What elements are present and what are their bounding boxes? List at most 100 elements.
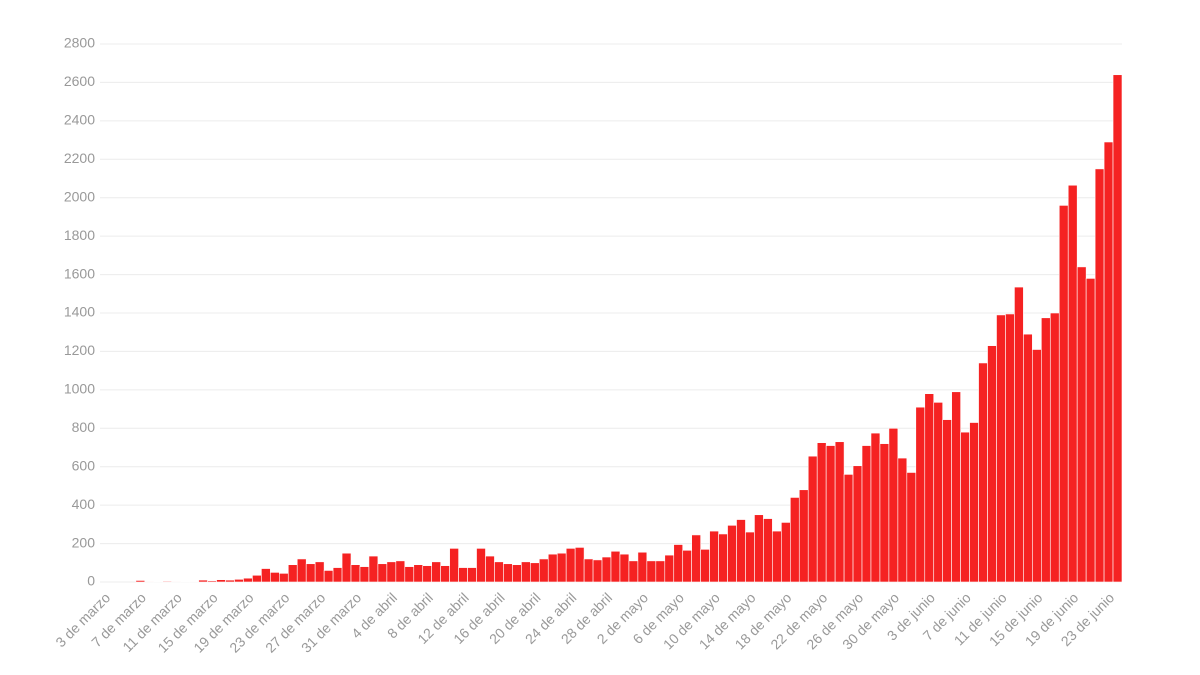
bar <box>1014 286 1024 583</box>
bar <box>1049 312 1060 583</box>
bar <box>978 362 988 583</box>
bar <box>583 558 594 583</box>
bar <box>538 558 549 583</box>
bar <box>216 579 226 583</box>
bar <box>879 443 890 583</box>
bar <box>350 564 361 583</box>
bar <box>547 553 558 583</box>
bar <box>637 551 648 583</box>
y-tick-label: 800 <box>72 419 96 435</box>
bar <box>314 561 325 583</box>
bar <box>1032 349 1042 583</box>
bar <box>404 566 415 583</box>
y-tick-label: 0 <box>87 573 95 589</box>
bar <box>601 556 612 583</box>
bar <box>951 391 961 583</box>
y-tick-label: 2400 <box>64 112 95 128</box>
bar <box>1067 184 1078 583</box>
bar <box>798 489 809 583</box>
bar <box>323 570 334 583</box>
bar <box>485 555 495 583</box>
bar <box>1058 205 1069 583</box>
bar <box>996 314 1006 583</box>
bar <box>709 530 719 583</box>
bar <box>807 455 818 583</box>
bar <box>906 472 917 583</box>
bar <box>359 566 370 583</box>
bar <box>933 402 944 583</box>
bar <box>556 552 567 583</box>
bar <box>144 581 155 583</box>
bar <box>781 522 791 583</box>
bar <box>655 560 666 583</box>
y-tick-label: 1600 <box>64 265 95 281</box>
bar <box>413 564 424 583</box>
bar <box>673 544 684 583</box>
bar <box>1005 313 1015 583</box>
bar <box>763 518 773 583</box>
bar <box>924 393 935 583</box>
bar <box>135 580 146 583</box>
bar <box>386 561 397 583</box>
y-tick-label: 400 <box>72 496 96 512</box>
bar <box>987 345 997 583</box>
bar <box>736 519 746 583</box>
bar <box>252 574 262 583</box>
bar <box>1085 278 1096 583</box>
bar <box>287 564 298 583</box>
y-tick-label: 2800 <box>64 35 95 51</box>
y-tick-label: 2000 <box>64 188 95 204</box>
bar <box>512 564 522 583</box>
bar <box>745 531 755 583</box>
bar <box>816 442 827 583</box>
y-tick-label: 1400 <box>64 304 95 320</box>
bar <box>691 534 701 583</box>
y-tick-label: 1000 <box>64 381 95 397</box>
bar <box>664 554 675 583</box>
bar <box>476 548 486 583</box>
bar <box>682 549 692 583</box>
bar <box>1023 333 1033 583</box>
bar <box>278 573 289 583</box>
bar <box>888 427 899 583</box>
bar <box>1112 74 1123 583</box>
bar <box>834 441 845 583</box>
bar <box>727 525 737 583</box>
bar <box>521 561 531 583</box>
bar <box>861 445 872 583</box>
bar <box>261 568 271 583</box>
bar <box>960 431 970 583</box>
bar <box>843 474 854 583</box>
bar <box>915 406 926 583</box>
bar <box>207 580 217 583</box>
bar <box>870 432 881 583</box>
bar <box>825 445 836 583</box>
bar <box>852 465 863 583</box>
bar <box>395 560 406 583</box>
bar <box>1041 317 1051 583</box>
bar <box>574 547 585 583</box>
y-tick-label: 200 <box>72 534 96 550</box>
bar <box>449 548 459 583</box>
bar <box>305 563 316 583</box>
bar <box>341 552 352 583</box>
bar <box>942 419 952 583</box>
bar <box>610 550 621 583</box>
bar <box>789 497 800 583</box>
bar <box>422 565 433 583</box>
bar <box>592 559 603 583</box>
bar <box>503 563 513 583</box>
bar <box>494 561 504 583</box>
bar <box>162 580 173 583</box>
y-tick-label: 1800 <box>64 227 95 243</box>
bar <box>628 560 639 583</box>
bar <box>718 533 728 583</box>
y-tick-label: 1200 <box>64 342 95 358</box>
bar <box>467 567 477 583</box>
bar <box>1076 266 1087 583</box>
bar <box>1094 168 1105 583</box>
bar <box>431 561 441 583</box>
bar <box>1103 141 1114 583</box>
bar <box>897 457 908 583</box>
bar <box>772 530 782 583</box>
